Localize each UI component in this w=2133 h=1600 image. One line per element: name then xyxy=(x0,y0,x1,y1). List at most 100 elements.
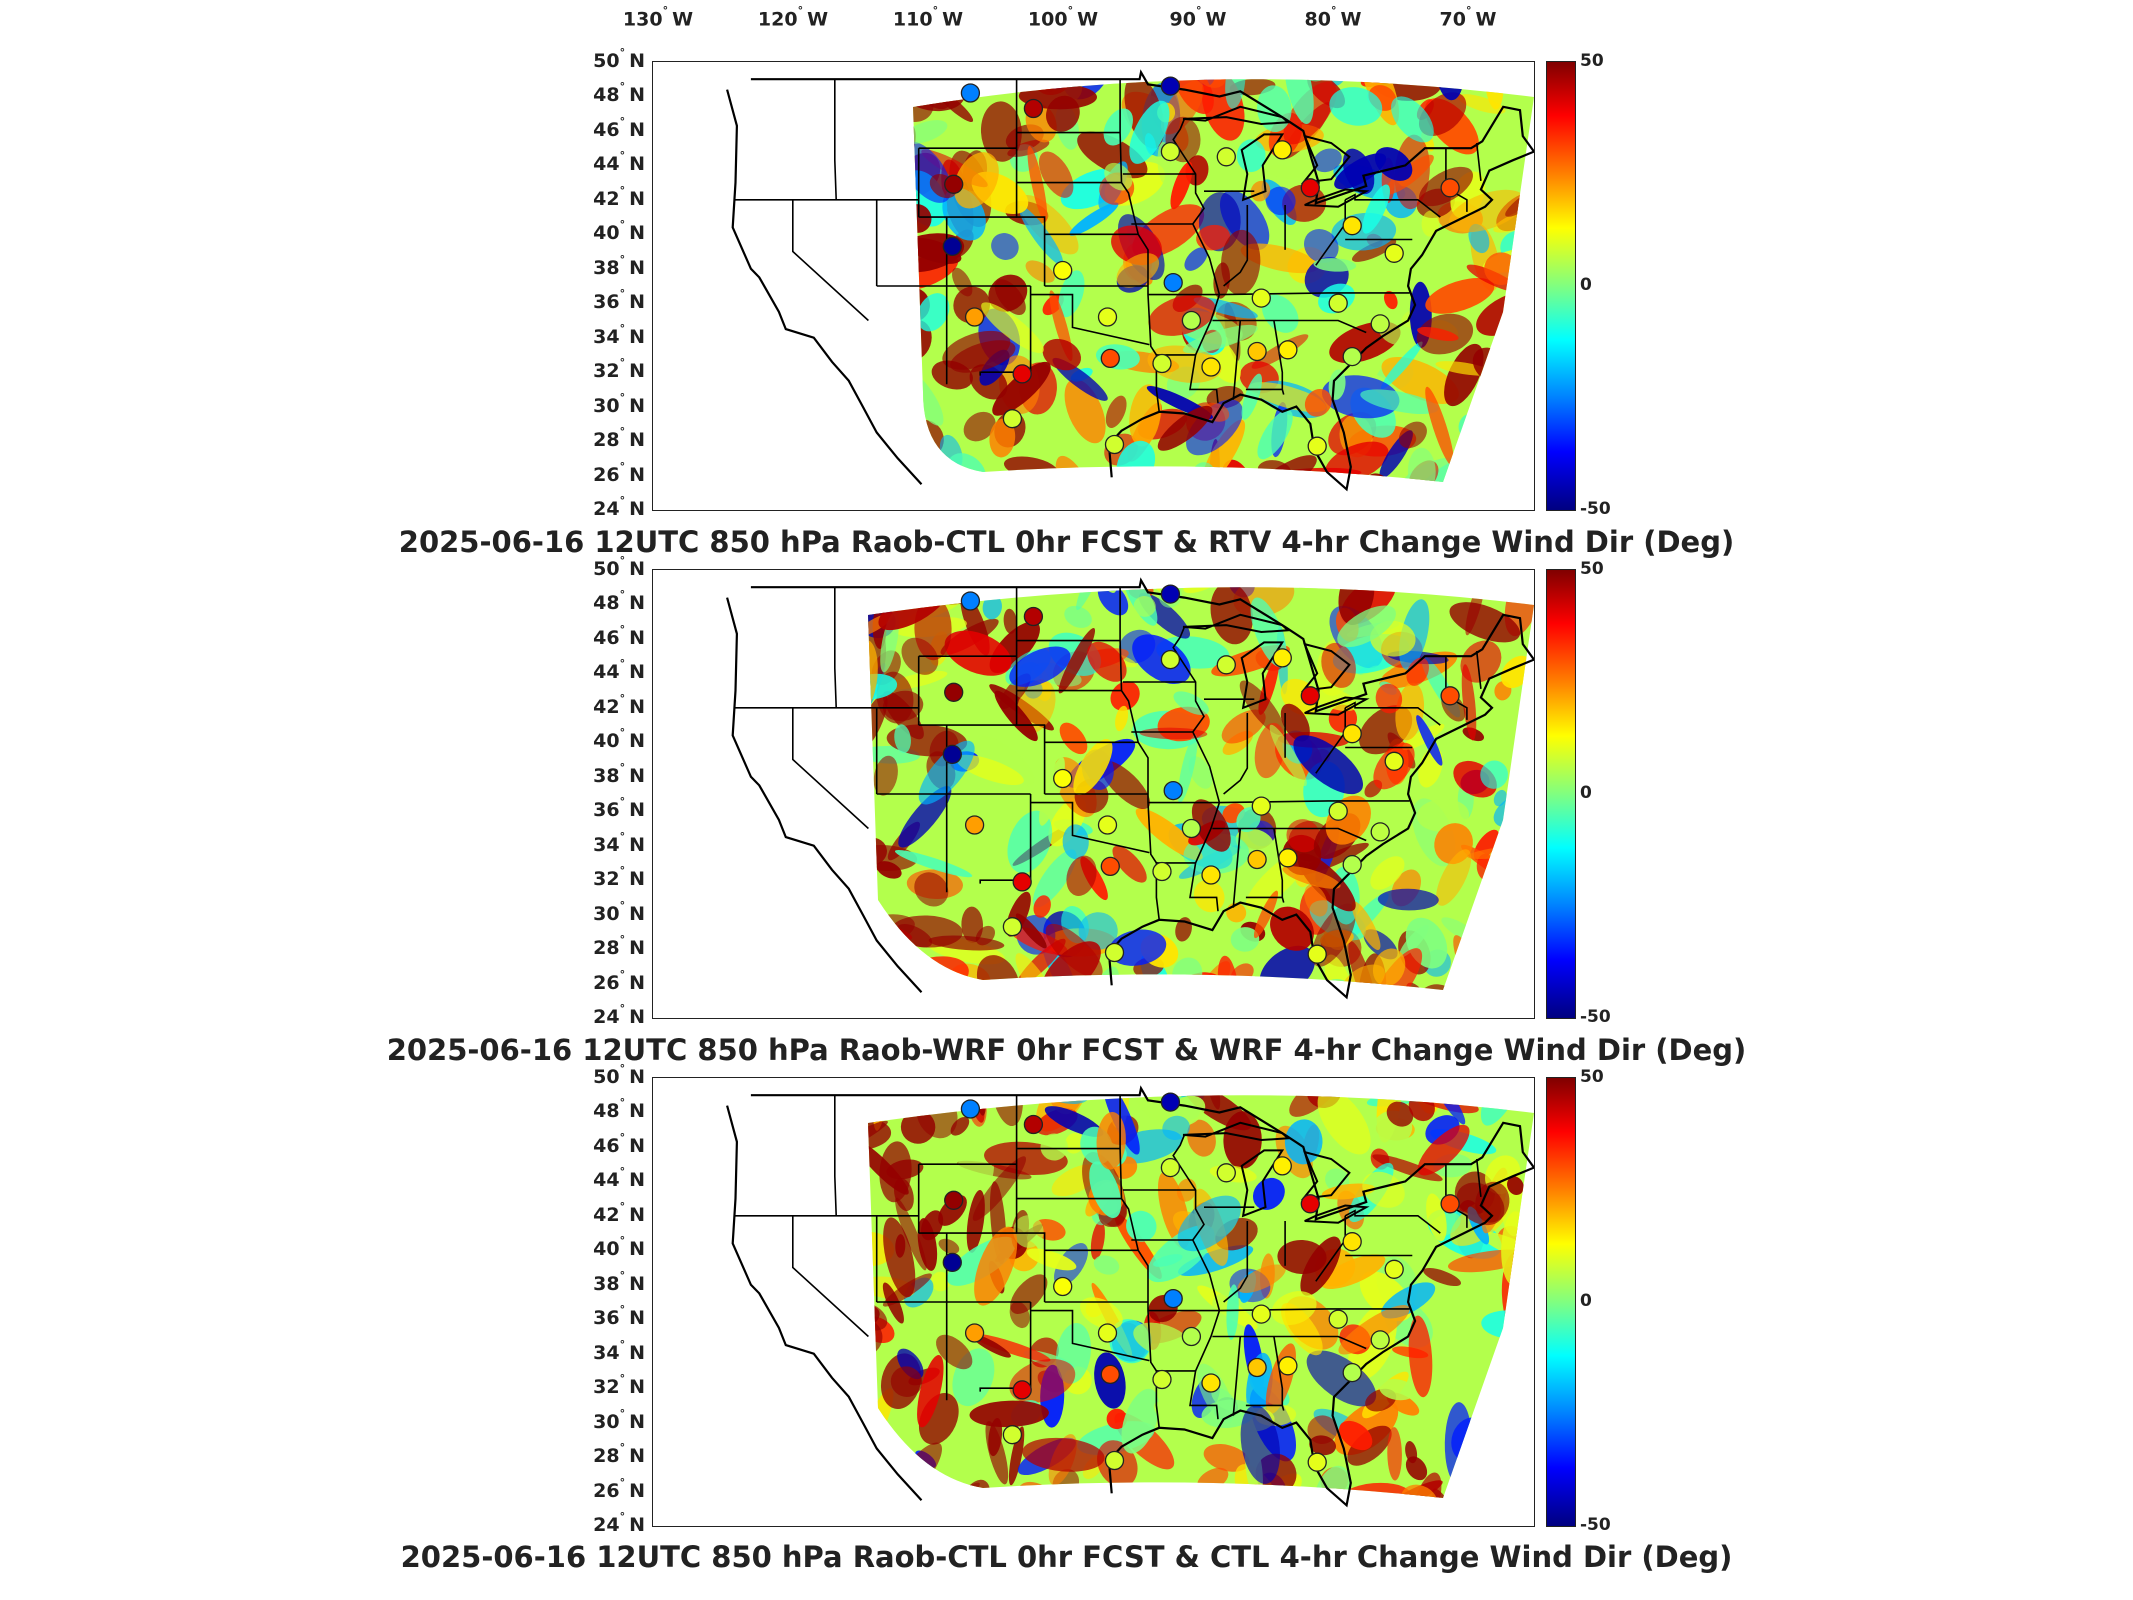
wind-direction-change-map xyxy=(726,1085,1534,1508)
raob-station-marker xyxy=(1163,1288,1183,1309)
latitude-tick-label: 36° N xyxy=(593,1303,645,1330)
raob-stations xyxy=(942,584,1460,964)
raob-station-marker xyxy=(1160,649,1181,670)
latitude-tick-label: 38° N xyxy=(593,760,645,787)
latitude-tick-label: 30° N xyxy=(593,898,645,925)
raob-station-marker xyxy=(1163,780,1183,801)
latitude-tick-label: 32° N xyxy=(593,863,645,891)
latitude-tick-label: 38° N xyxy=(593,1268,645,1295)
latitude-tick-label: 30° N xyxy=(593,1406,645,1433)
raob-station-marker xyxy=(1104,434,1125,455)
raob-station-marker xyxy=(1328,801,1348,821)
colorbar xyxy=(1546,61,1576,511)
colorbar-tick-label: 0 xyxy=(1580,275,1592,295)
raob-station-marker xyxy=(1342,854,1362,875)
latitude-tick-label: 48° N xyxy=(593,80,645,107)
latitude-tick-label: 24° N xyxy=(593,1509,645,1537)
raob-station-marker xyxy=(1053,768,1073,789)
raob-station-marker xyxy=(1278,848,1298,868)
raob-station-marker xyxy=(1100,856,1120,877)
colorbar-tick-label: 0 xyxy=(1580,783,1592,803)
raob-station-marker xyxy=(960,83,981,103)
raob-station-marker xyxy=(1002,1425,1023,1445)
raob-station-marker xyxy=(1342,1362,1362,1383)
raob-station-marker xyxy=(1440,686,1460,706)
latitude-tick-label: 30° N xyxy=(593,390,645,417)
latitude-tick-label: 34° N xyxy=(593,829,645,856)
raob-station-marker xyxy=(1152,353,1172,374)
latitude-axis: 50° N 48° N 46° N 44° N 42° N 40° N 38° N 36° N 34° N 32° N… xyxy=(560,1062,645,1536)
raob-station-marker xyxy=(1278,1356,1298,1376)
raob-station-marker xyxy=(960,1099,981,1119)
raob-station-marker xyxy=(1328,1309,1348,1329)
raob-station-marker xyxy=(1002,409,1023,429)
raob-station-marker xyxy=(1100,1364,1120,1385)
latitude-tick-label: 42° N xyxy=(593,1199,645,1227)
raob-station-marker xyxy=(964,307,985,327)
latitude-tick-label: 40° N xyxy=(593,1234,645,1261)
raob-station-marker xyxy=(964,1323,985,1343)
raob-station-marker xyxy=(1342,1232,1362,1252)
latitude-tick-label: 40° N xyxy=(593,218,645,245)
raob-station-marker xyxy=(1104,942,1125,963)
raob-station-marker xyxy=(1272,140,1292,160)
raob-station-marker xyxy=(1300,686,1320,706)
longitude-tick-label: 80° W xyxy=(1304,4,1362,31)
latitude-tick-label: 28° N xyxy=(593,1440,645,1468)
raob-station-marker xyxy=(1247,1357,1267,1378)
latitude-tick-label: 46° N xyxy=(593,1130,645,1158)
raob-station-marker xyxy=(1053,1276,1073,1297)
latitude-tick-label: 28° N xyxy=(593,424,645,452)
raob-station-marker xyxy=(1342,724,1362,744)
latitude-tick-label: 34° N xyxy=(593,321,645,348)
raob-station-marker xyxy=(1440,1194,1460,1214)
latitude-tick-label: 24° N xyxy=(593,1001,645,1029)
map-area xyxy=(652,1077,1535,1527)
latitude-tick-label: 44° N xyxy=(593,149,645,176)
raob-station-marker xyxy=(1216,655,1236,675)
raob-station-marker xyxy=(1104,1450,1125,1471)
raob-station-marker xyxy=(1160,76,1181,96)
latitude-tick-label: 26° N xyxy=(593,1475,645,1502)
raob-stations xyxy=(942,1092,1460,1472)
colorbar-tick-label: -50 xyxy=(1580,1007,1611,1027)
raob-station-marker xyxy=(1160,141,1181,162)
raob-station-marker xyxy=(1216,1163,1236,1183)
raob-station-marker xyxy=(1251,796,1271,816)
latitude-tick-label: 44° N xyxy=(593,1165,645,1192)
latitude-tick-label: 46° N xyxy=(593,114,645,142)
state-and-coast-outlines xyxy=(726,1085,1534,1508)
raob-station-marker xyxy=(1100,348,1120,369)
latitude-tick-label: 26° N xyxy=(593,459,645,486)
raob-station-marker xyxy=(1023,98,1044,119)
latitude-tick-label: 50° N xyxy=(593,45,645,73)
map-area xyxy=(652,61,1535,511)
raob-station-marker xyxy=(944,682,964,702)
raob-station-marker xyxy=(1251,1304,1271,1324)
latitude-tick-label: 36° N xyxy=(593,287,645,314)
raob-station-marker xyxy=(1181,1326,1202,1347)
latitude-tick-label: 32° N xyxy=(593,1371,645,1399)
latitude-tick-label: 48° N xyxy=(593,588,645,615)
raob-station-marker xyxy=(1201,1373,1221,1393)
latitude-tick-label: 26° N xyxy=(593,967,645,994)
longitude-tick-label: 70° W xyxy=(1439,4,1497,31)
raob-station-marker xyxy=(1370,314,1390,334)
raob-station-marker xyxy=(1012,364,1032,384)
raob-station-marker xyxy=(942,1252,962,1273)
raob-station-marker xyxy=(1384,751,1404,771)
raob-station-marker xyxy=(964,815,985,835)
colorbar xyxy=(1546,1077,1576,1527)
raob-station-marker xyxy=(1152,861,1172,882)
panel-caption: 2025-06-16 12UTC 850 hPa Raob-CTL 0hr FC… xyxy=(398,525,1735,559)
raob-station-marker xyxy=(944,174,964,194)
latitude-axis: 50° N 48° N 46° N 44° N 42° N 40° N 38° N 36° N 34° N 32° N… xyxy=(560,554,645,1028)
raob-station-marker xyxy=(1300,1194,1320,1214)
raob-station-marker xyxy=(1272,1156,1292,1176)
latitude-tick-label: 42° N xyxy=(593,691,645,719)
longitude-tick-label: 130° W xyxy=(622,4,694,31)
raob-station-marker xyxy=(1247,341,1267,362)
raob-station-marker xyxy=(1023,606,1044,627)
latitude-tick-label: 44° N xyxy=(593,657,645,684)
raob-station-marker xyxy=(1278,340,1298,360)
